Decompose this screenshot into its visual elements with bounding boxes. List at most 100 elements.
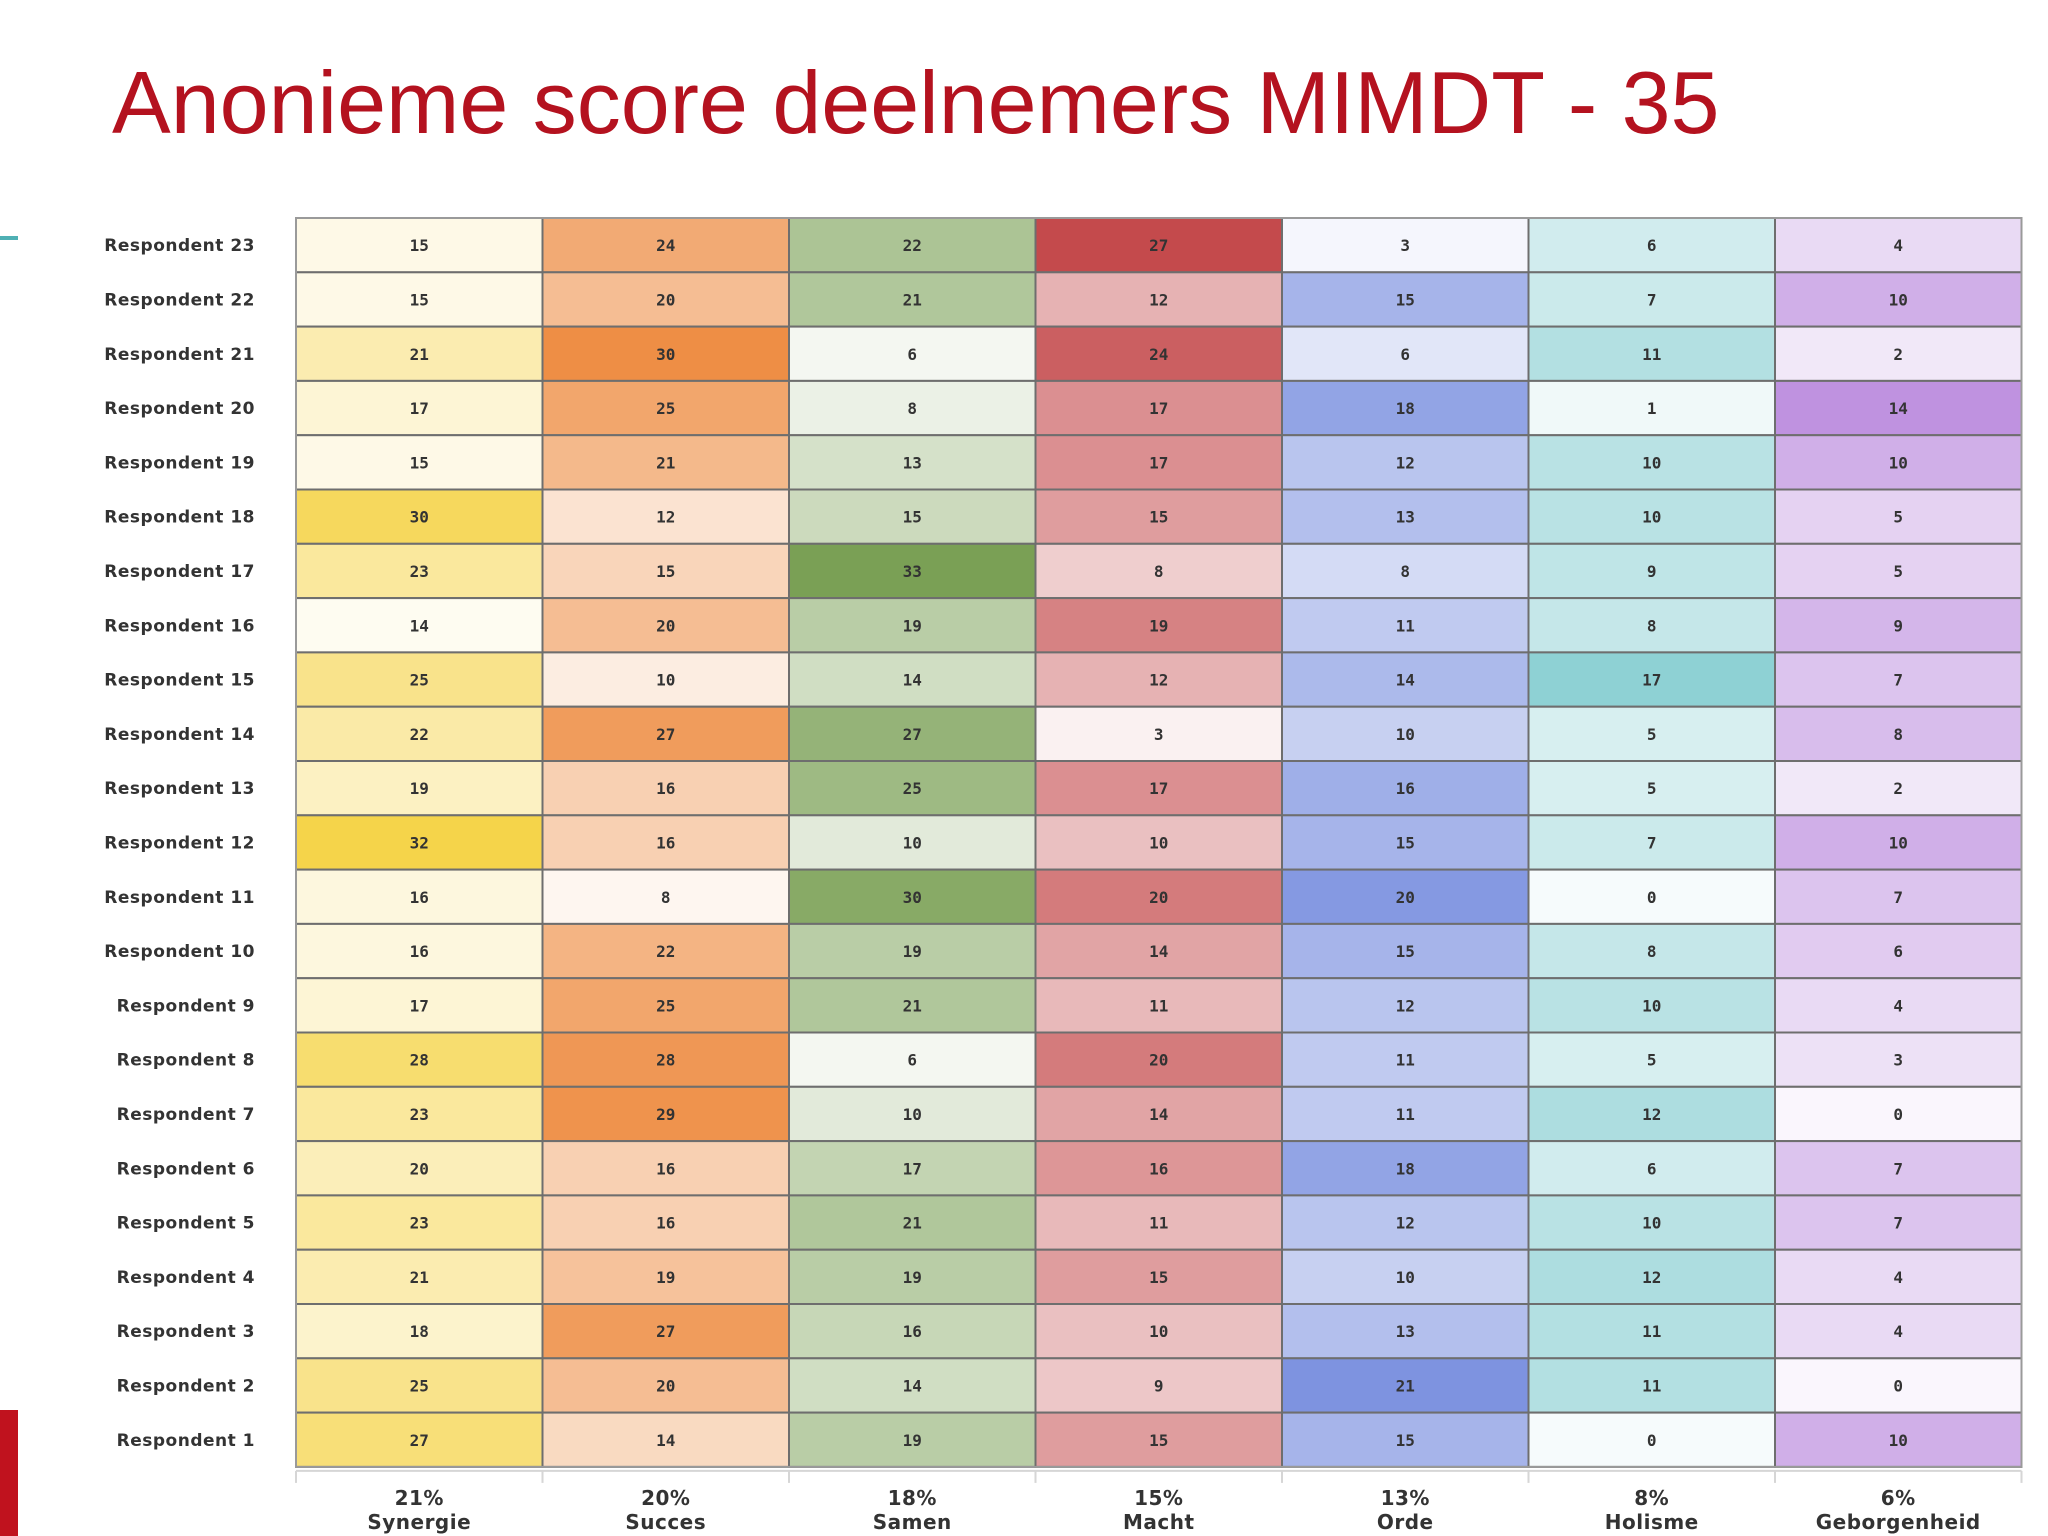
cell-value: 8 [1647, 942, 1657, 961]
cell-value: 7 [1893, 671, 1903, 690]
cell-value: 15 [1149, 1431, 1168, 1450]
heatmap-cell [1774, 1248, 2023, 1305]
slide-title: Anonieme score deelnemers MIMDT - 35 [112, 53, 1720, 152]
cell-value: 8 [661, 888, 671, 907]
heatmap-cell [1034, 1411, 1283, 1468]
row-label: Respondent 7 [117, 1105, 255, 1125]
column-percentage-label: 18% [888, 1486, 937, 1510]
cell-value: 8 [907, 399, 917, 418]
cell-value: 15 [1149, 508, 1168, 527]
cell-value: 10 [1889, 453, 1908, 472]
cell-value: 20 [1396, 888, 1415, 907]
cell-value: 16 [903, 1322, 922, 1341]
cell-value: 4 [1893, 1322, 1903, 1341]
heatmap-cell [1034, 760, 1283, 817]
row-label: Respondent 8 [117, 1051, 255, 1071]
cell-value: 15 [903, 508, 922, 527]
heatmap-cell [1774, 977, 2023, 1034]
cell-value: 14 [903, 671, 922, 690]
heatmap-cell [1281, 379, 1530, 437]
cell-value: 10 [1889, 290, 1908, 309]
cell-value: 13 [903, 453, 922, 472]
cell-value: 17 [903, 1159, 922, 1178]
heatmap-cell [541, 1031, 790, 1088]
cell-value: 0 [1893, 1105, 1903, 1124]
cell-value: 13 [1396, 508, 1415, 527]
heatmap-cell [541, 542, 790, 600]
heatmap-cell [1774, 271, 2023, 328]
cell-value: 6 [1400, 345, 1410, 364]
heatmap-cell [1527, 1194, 1776, 1251]
cell-value: 17 [1149, 779, 1168, 798]
cell-value: 4 [1893, 1268, 1903, 1287]
column-percentage-label: 6% [1881, 1486, 1916, 1510]
cell-value: 22 [903, 236, 922, 255]
cell-value: 11 [1396, 1051, 1415, 1070]
cell-value: 21 [903, 996, 922, 1015]
row-label: Respondent 13 [104, 779, 255, 799]
cell-value: 16 [656, 1214, 675, 1233]
cell-value: 19 [410, 779, 429, 798]
cell-value: 21 [903, 1214, 922, 1233]
cell-value: 19 [1149, 616, 1168, 635]
heatmap-cell [1034, 977, 1283, 1034]
heatmap-cell [1034, 1194, 1283, 1251]
cell-value: 4 [1893, 236, 1903, 255]
cell-value: 14 [1149, 942, 1168, 961]
cell-value: 30 [903, 888, 922, 907]
cell-value: 6 [1647, 236, 1657, 255]
heatmap-cell [1034, 379, 1283, 437]
cell-value: 6 [1647, 1159, 1657, 1178]
cell-value: 6 [907, 1051, 917, 1070]
cell-value: 12 [1396, 996, 1415, 1015]
cell-value: 6 [907, 345, 917, 364]
heatmap-cell [1281, 1411, 1530, 1468]
cell-value: 24 [1149, 345, 1168, 364]
heatmap-cell [1281, 542, 1530, 600]
cell-value: 19 [903, 1431, 922, 1450]
cell-value: 12 [1396, 453, 1415, 472]
cell-value: 19 [656, 1268, 675, 1287]
heatmap-cell [1281, 922, 1530, 980]
row-label: Respondent 9 [117, 996, 255, 1016]
cell-value: 24 [656, 236, 675, 255]
heatmap-cell [1774, 868, 2023, 925]
heatmap-cell [788, 705, 1037, 763]
heatmap-cell [1034, 922, 1283, 980]
cell-value: 25 [410, 671, 429, 690]
cell-value: 6 [1893, 942, 1903, 961]
cell-value: 8 [1893, 725, 1903, 744]
heatmap-cell [788, 651, 1037, 708]
heatmap-cell [1034, 597, 1283, 654]
cell-value: 11 [1642, 1322, 1661, 1341]
cell-value: 20 [656, 616, 675, 635]
cell-value: 16 [656, 833, 675, 852]
row-label: Respondent 6 [117, 1159, 255, 1179]
cell-value: 10 [1889, 1431, 1908, 1450]
heatmap-cell [541, 597, 790, 654]
cell-value: 25 [656, 399, 675, 418]
cell-value: 11 [1642, 345, 1661, 364]
cell-value: 16 [410, 942, 429, 961]
cell-value: 25 [410, 1376, 429, 1395]
heatmap-cell [1527, 651, 1776, 708]
cell-value: 27 [656, 725, 675, 744]
cell-value: 20 [1149, 888, 1168, 907]
cell-value: 7 [1893, 888, 1903, 907]
cell-value: 0 [1893, 1376, 1903, 1395]
row-label: Respondent 12 [104, 833, 255, 853]
heatmap-cell [541, 325, 790, 382]
cell-value: 10 [903, 1105, 922, 1124]
cell-value: 28 [410, 1051, 429, 1070]
cell-value: 10 [1889, 833, 1908, 852]
cell-value: 16 [410, 888, 429, 907]
heatmap-cell [1527, 1411, 1776, 1468]
cell-value: 11 [1396, 616, 1415, 635]
cell-value: 11 [1642, 1376, 1661, 1395]
heatmap-frame [295, 217, 2023, 1468]
heatmap-cell [788, 1140, 1037, 1197]
heatmap-cell [1281, 760, 1530, 817]
heatmap-cell [788, 1031, 1037, 1088]
heatmap-cell [541, 1248, 790, 1305]
cell-value: 30 [656, 345, 675, 364]
